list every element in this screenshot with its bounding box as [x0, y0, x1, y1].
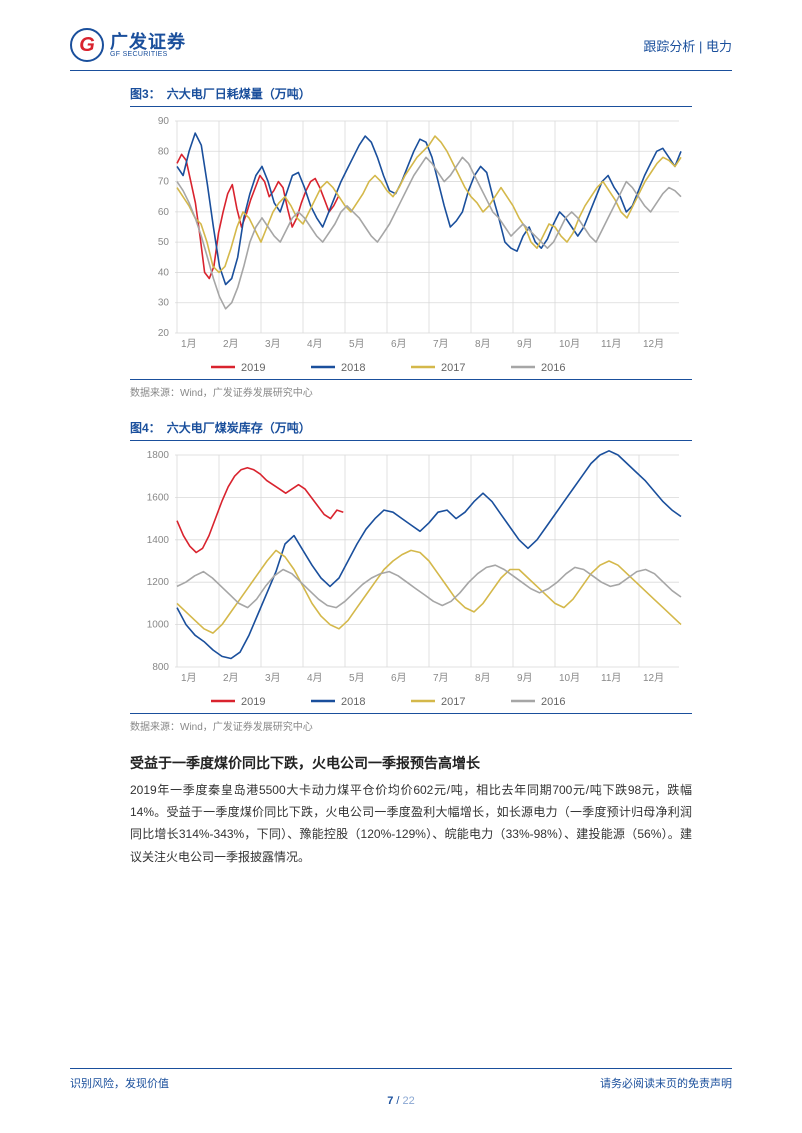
- svg-text:2月: 2月: [223, 338, 239, 350]
- chart3-source: 数据来源：Wind，广发证券发展研究中心: [130, 384, 692, 399]
- svg-text:6月: 6月: [391, 672, 407, 684]
- chart4-title-row: 图4： 六大电厂煤炭库存（万吨）: [130, 419, 692, 436]
- footer-page: 7 / 22: [70, 1095, 732, 1107]
- svg-text:3月: 3月: [265, 672, 281, 684]
- svg-text:6月: 6月: [391, 338, 407, 350]
- svg-text:80: 80: [158, 146, 170, 157]
- svg-text:11月: 11月: [601, 338, 621, 350]
- svg-text:7月: 7月: [433, 338, 449, 350]
- chart4-svg: 800 1000 1200 1400 1600 1800 1月 2月 3月 4月 5月 6月 7月 8月 9…: [130, 443, 692, 713]
- svg-text:2018: 2018: [341, 362, 365, 374]
- chart3-rule-top: [130, 106, 692, 107]
- svg-text:9月: 9月: [517, 672, 533, 684]
- svg-text:11月: 11月: [601, 672, 621, 684]
- footer-right: 请务必阅读末页的免责声明: [600, 1075, 732, 1091]
- page-footer: 识别风险，发现价值 请务必阅读末页的免责声明 7 / 22: [0, 1068, 802, 1133]
- svg-text:5月: 5月: [349, 338, 365, 350]
- svg-text:3月: 3月: [265, 338, 281, 350]
- svg-text:2017: 2017: [441, 362, 465, 374]
- svg-text:90: 90: [158, 116, 170, 127]
- header-rule: [70, 70, 732, 71]
- chart4-title: 六大电厂煤炭库存（万吨）: [167, 419, 311, 436]
- page-header: G 广发证券 GF SECURITIES 跟踪分析 | 电力: [0, 0, 802, 70]
- section-body: 2019年一季度秦皇岛港5500大卡动力煤平仓价均价602元/吨，相比去年同期7…: [130, 779, 692, 868]
- logo: G 广发证券 GF SECURITIES: [70, 28, 186, 62]
- header-category: 跟踪分析 | 电力: [643, 36, 732, 55]
- svg-text:30: 30: [158, 298, 170, 309]
- svg-text:50: 50: [158, 237, 170, 248]
- chart4: 800 1000 1200 1400 1600 1800 1月 2月 3月 4月 5月 6月 7月 8月 9…: [130, 443, 692, 713]
- footer-rule: [70, 1068, 732, 1069]
- svg-text:12月: 12月: [643, 672, 664, 684]
- svg-text:12月: 12月: [643, 338, 664, 350]
- svg-text:1600: 1600: [147, 492, 170, 503]
- svg-text:2019: 2019: [241, 362, 265, 374]
- section-heading: 受益于一季度煤价同比下跌，火电公司一季报预告高增长: [130, 753, 692, 773]
- svg-text:10月: 10月: [559, 338, 580, 350]
- svg-text:7月: 7月: [433, 672, 449, 684]
- page-total: 22: [403, 1095, 415, 1107]
- chart4-label: 图4：: [130, 419, 161, 436]
- svg-text:2016: 2016: [541, 696, 565, 708]
- chart3-rule-bottom: [130, 379, 692, 380]
- svg-text:2月: 2月: [223, 672, 239, 684]
- svg-text:1月: 1月: [181, 338, 197, 350]
- svg-text:1000: 1000: [147, 620, 170, 631]
- svg-text:60: 60: [158, 207, 170, 218]
- svg-text:1400: 1400: [147, 535, 170, 546]
- page-sep: /: [393, 1095, 402, 1107]
- svg-text:70: 70: [158, 177, 170, 188]
- svg-text:9月: 9月: [517, 338, 533, 350]
- logo-text-en: GF SECURITIES: [110, 51, 186, 58]
- page-content: 图3： 六大电厂日耗煤量（万吨） 20 30 40 50 60 70 80 90 1月 2月 3月 4…: [0, 85, 802, 868]
- svg-text:10月: 10月: [559, 672, 580, 684]
- svg-text:2017: 2017: [441, 696, 465, 708]
- svg-text:20: 20: [158, 328, 170, 339]
- svg-text:2016: 2016: [541, 362, 565, 374]
- svg-text:8月: 8月: [475, 672, 491, 684]
- chart3-title: 六大电厂日耗煤量（万吨）: [167, 85, 311, 102]
- chart4-rule-top: [130, 440, 692, 441]
- svg-text:8月: 8月: [475, 338, 491, 350]
- chart4-rule-bottom: [130, 713, 692, 714]
- svg-text:40: 40: [158, 267, 170, 278]
- svg-text:800: 800: [152, 662, 169, 673]
- footer-left: 识别风险，发现价值: [70, 1075, 169, 1091]
- svg-text:4月: 4月: [307, 672, 323, 684]
- svg-text:1200: 1200: [147, 577, 170, 588]
- chart3-label: 图3：: [130, 85, 161, 102]
- chart3-svg: 20 30 40 50 60 70 80 90 1月 2月 3月 4月 5月 6月 7月 8月 9月 10月 11月…: [130, 109, 692, 379]
- svg-text:1月: 1月: [181, 672, 197, 684]
- logo-mark-icon: G: [70, 28, 104, 62]
- svg-text:4月: 4月: [307, 338, 323, 350]
- svg-text:1800: 1800: [147, 450, 170, 461]
- svg-text:5月: 5月: [349, 672, 365, 684]
- svg-text:2018: 2018: [341, 696, 365, 708]
- chart4-source: 数据来源：Wind，广发证券发展研究中心: [130, 718, 692, 733]
- chart3: 20 30 40 50 60 70 80 90 1月 2月 3月 4月 5月 6月 7月 8月 9月 10月 11月…: [130, 109, 692, 379]
- chart3-title-row: 图3： 六大电厂日耗煤量（万吨）: [130, 85, 692, 102]
- logo-text-cn: 广发证券: [110, 33, 186, 51]
- svg-text:2019: 2019: [241, 696, 265, 708]
